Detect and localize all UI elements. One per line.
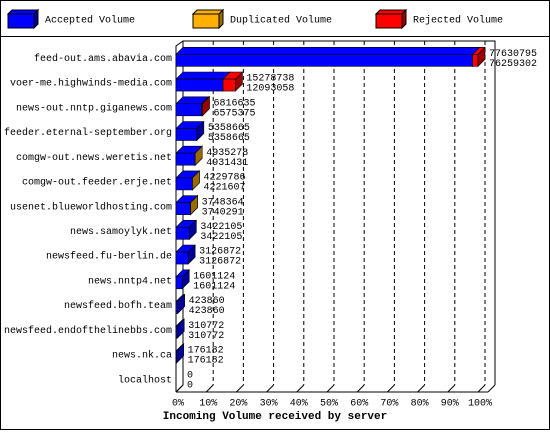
y-tick-label: news-out.nntp.giganews.com [16,102,172,114]
x-tick-label: 20% [229,399,247,410]
legend-swatch [376,10,406,14]
x-tick-label: 60% [350,399,368,410]
legend-label: Duplicated Volume [230,15,332,27]
x-tick-label: 70% [380,399,398,410]
y-tick-label: news.nk.ca [112,350,172,362]
x-tick-label: 0% [172,399,184,410]
bar [176,227,189,239]
legend-swatch [8,10,38,14]
bar [176,178,192,190]
legend-swatch [376,14,402,28]
accepted-label: 3740291 [202,207,244,218]
y-tick-label: newsfeed.endofthelinebbs.com [4,325,172,337]
accepted-label: 5358665 [208,133,250,144]
x-tick-label: 90% [441,399,459,410]
accepted-label: 0 [187,380,193,391]
x-tick-label: 80% [411,399,429,410]
accepted-label: 1601124 [193,281,235,292]
y-tick-label: comgw-out.news.weretis.net [16,152,172,164]
x-tick-label: 100% [468,399,492,410]
x-tick-label: 30% [260,399,278,410]
y-tick-label: feed-out.ams.abavia.com [34,53,172,65]
legend-swatch [402,10,406,28]
accepted-label: 4221607 [203,183,245,194]
accepted-label: 12093058 [246,84,294,95]
accepted-label: 76259302 [489,59,537,70]
bar [176,54,473,66]
bar-top [176,72,230,79]
y-tick-label: voer-me.highwinds-media.com [10,78,172,90]
x-tick-label: 10% [199,399,217,410]
accepted-label: 3126872 [199,257,241,268]
legend-swatch [193,10,223,14]
y-tick-label: localhost [118,374,172,386]
accepted-label: 423860 [189,306,225,317]
legend-label: Accepted Volume [45,15,135,27]
y-tick-label: newsfeed.bofh.team [64,300,172,312]
bar [176,252,188,264]
x-tick-label: 40% [290,399,308,410]
legend-swatch [34,10,38,28]
bar [223,79,235,91]
x-axis-label: Incoming Volume received by server [163,411,387,423]
legend-label: Rejected Volume [413,15,503,27]
y-tick-label: news.samoylyk.net [70,226,172,238]
bar [176,203,191,215]
y-tick-label: usenet.blueworldhosting.com [10,201,172,213]
y-tick-label: newsfeed.fu-berlin.de [46,251,172,263]
accepted-label: 4931431 [206,158,248,169]
accepted-label: 310772 [188,331,224,342]
accepted-label: 6575375 [214,108,256,119]
accepted-label: 176182 [188,356,224,367]
y-tick-label: news.nntp4.net [88,276,172,287]
bar [176,104,202,116]
legend-swatch [193,14,219,28]
y-tick-label: feeder.eternal-september.org [4,127,172,139]
legend-swatch [8,14,34,28]
bar [176,79,223,91]
bar [473,54,478,66]
bar-top [176,47,480,54]
accepted-label: 3422105 [200,232,242,243]
bar [176,153,195,165]
y-tick-label: comgw-out.feeder.erje.net [22,177,172,189]
legend-swatch [219,10,223,28]
bar [176,277,182,289]
x-tick-label: 50% [320,399,338,410]
bar [176,129,197,141]
